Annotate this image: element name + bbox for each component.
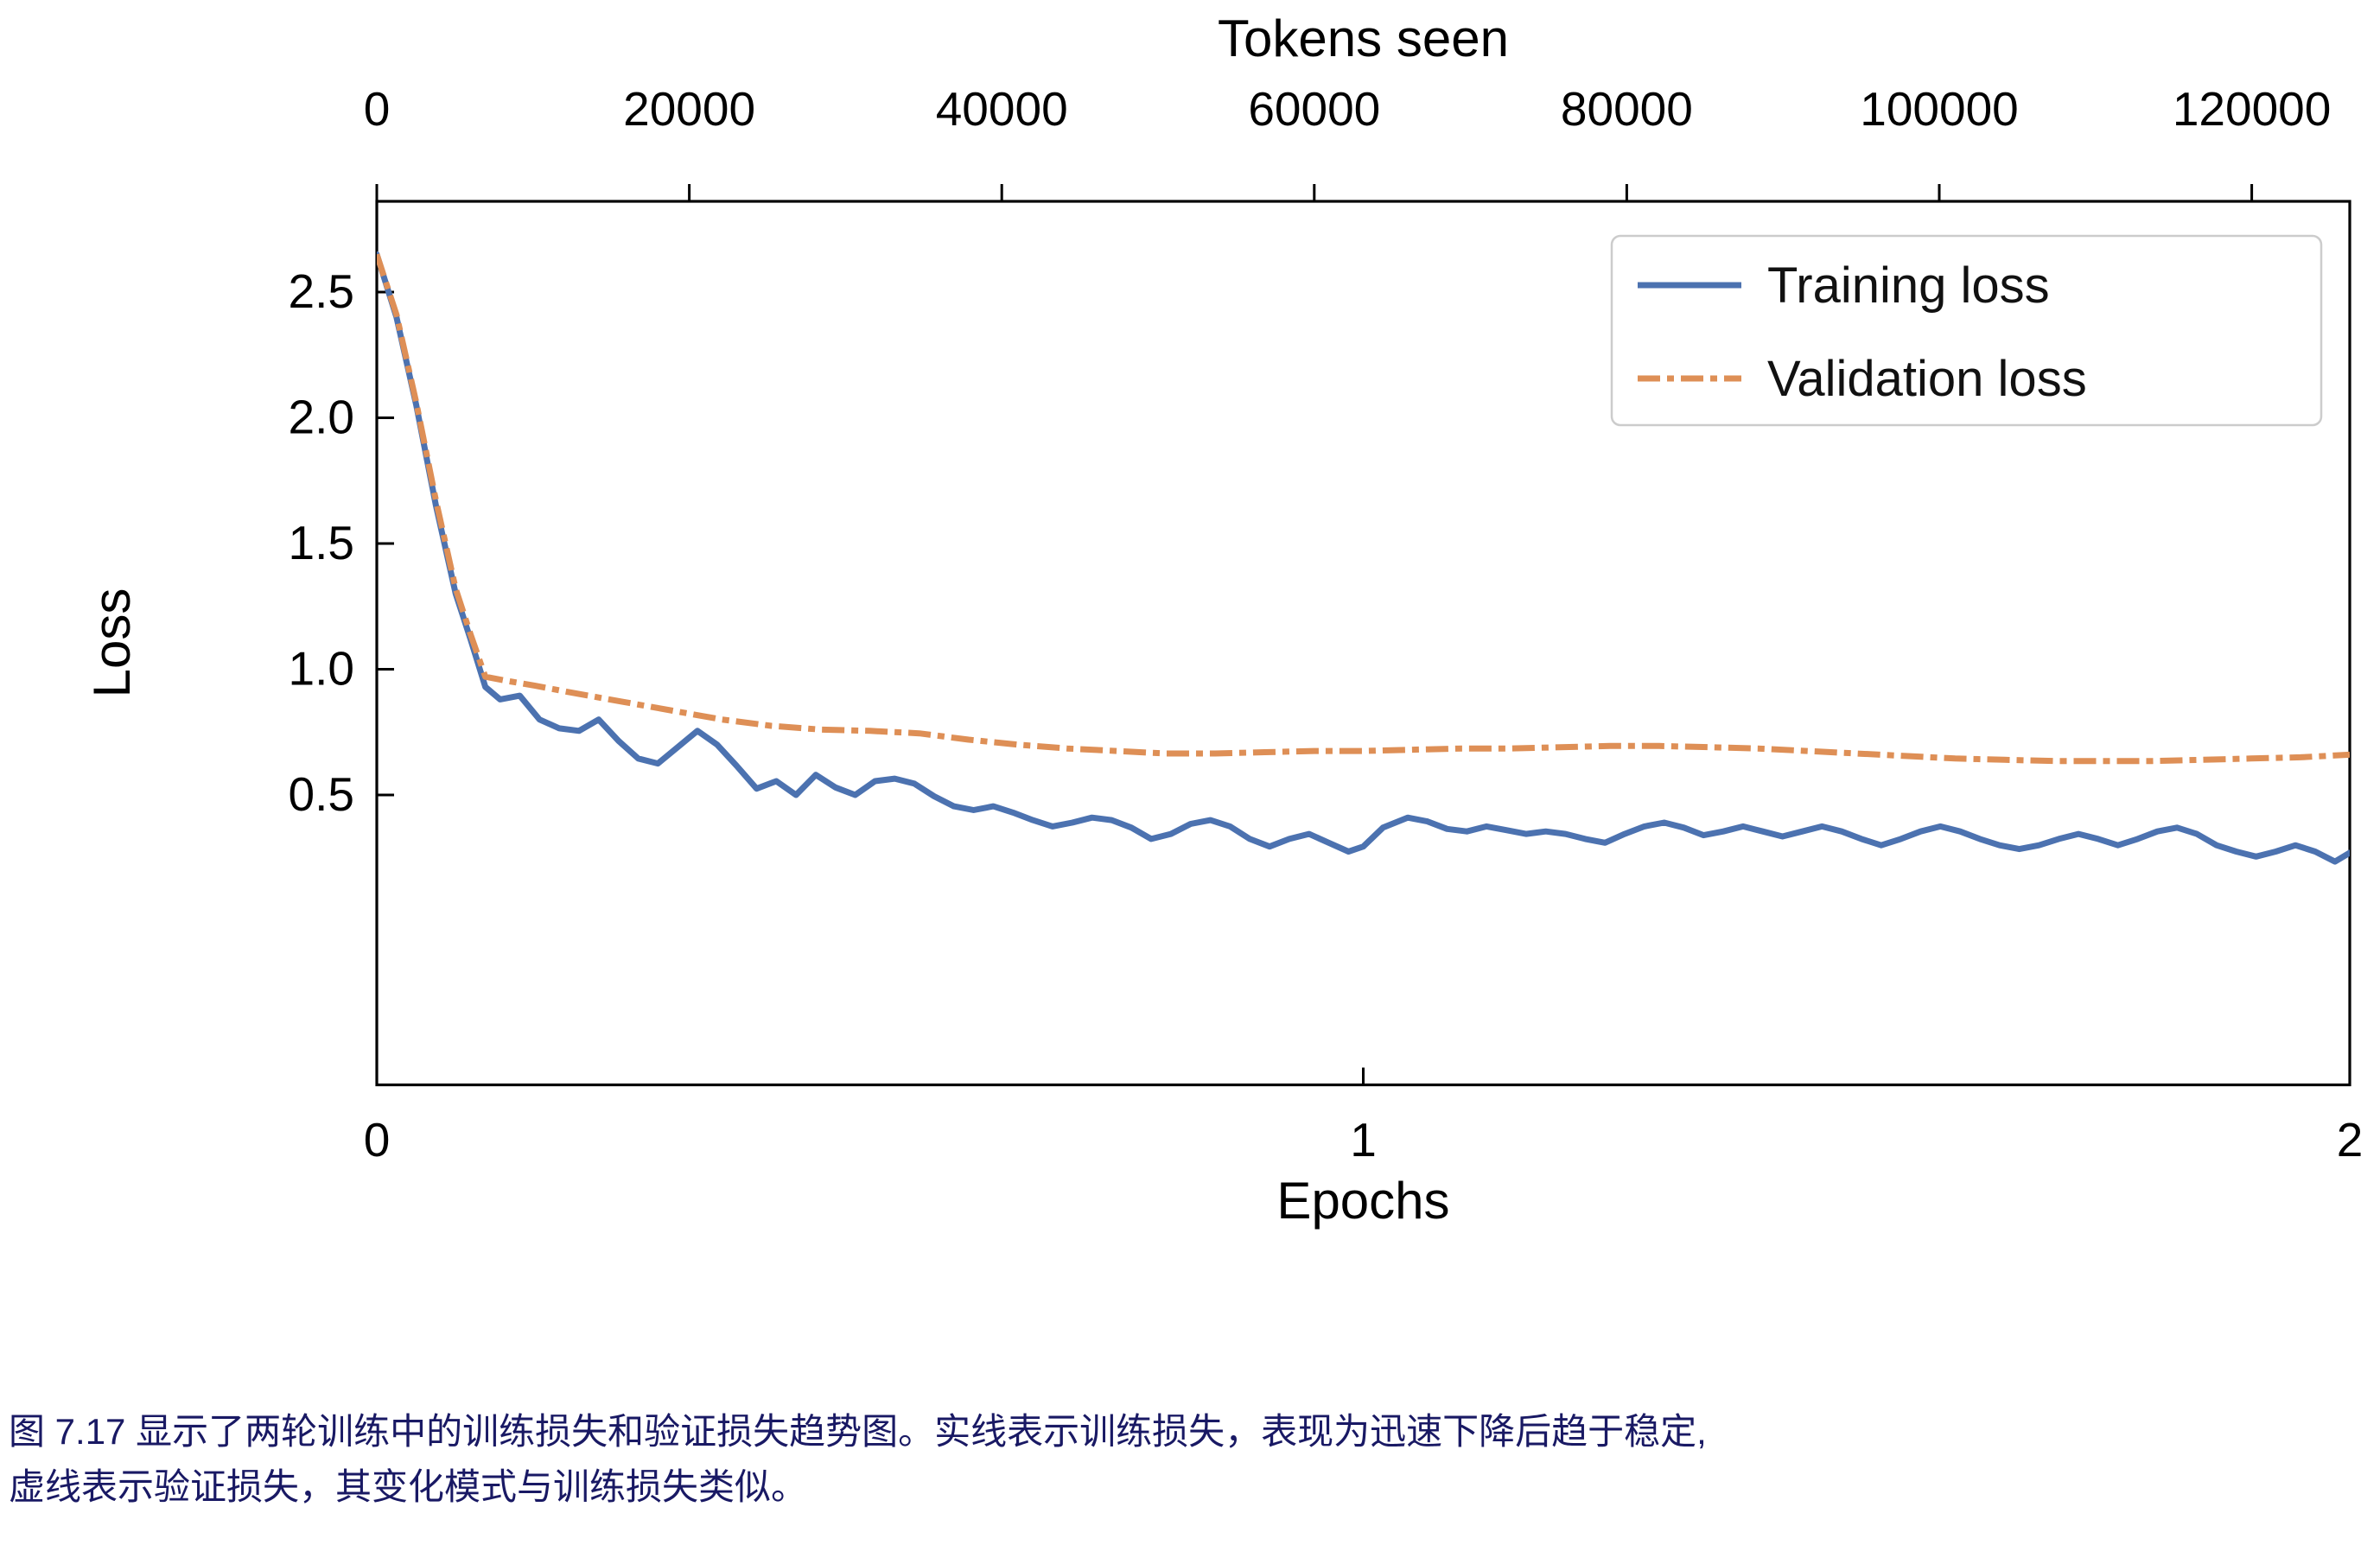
svg-text:Tokens seen: Tokens seen <box>1218 10 1509 67</box>
svg-text:Validation loss: Validation loss <box>1767 351 2087 407</box>
svg-text:2: 2 <box>2337 1113 2364 1167</box>
svg-text:1.0: 1.0 <box>289 642 354 696</box>
svg-text:0.5: 0.5 <box>289 767 354 821</box>
svg-text:Training loss: Training loss <box>1767 258 2050 314</box>
svg-text:120000: 120000 <box>2173 82 2332 136</box>
svg-text:Loss: Loss <box>83 588 141 698</box>
svg-text:1.5: 1.5 <box>289 516 354 569</box>
svg-text:80000: 80000 <box>1561 82 1693 136</box>
svg-text:1: 1 <box>1350 1113 1377 1167</box>
svg-text:0: 0 <box>364 1113 391 1167</box>
svg-text:2.5: 2.5 <box>289 264 354 318</box>
svg-text:20000: 20000 <box>623 82 755 136</box>
svg-text:0: 0 <box>364 82 391 136</box>
svg-text:60000: 60000 <box>1248 82 1380 136</box>
svg-text:2.0: 2.0 <box>289 391 354 444</box>
svg-text:40000: 40000 <box>936 82 1068 136</box>
svg-text:100000: 100000 <box>1860 82 2019 136</box>
svg-text:Epochs: Epochs <box>1276 1172 1449 1230</box>
